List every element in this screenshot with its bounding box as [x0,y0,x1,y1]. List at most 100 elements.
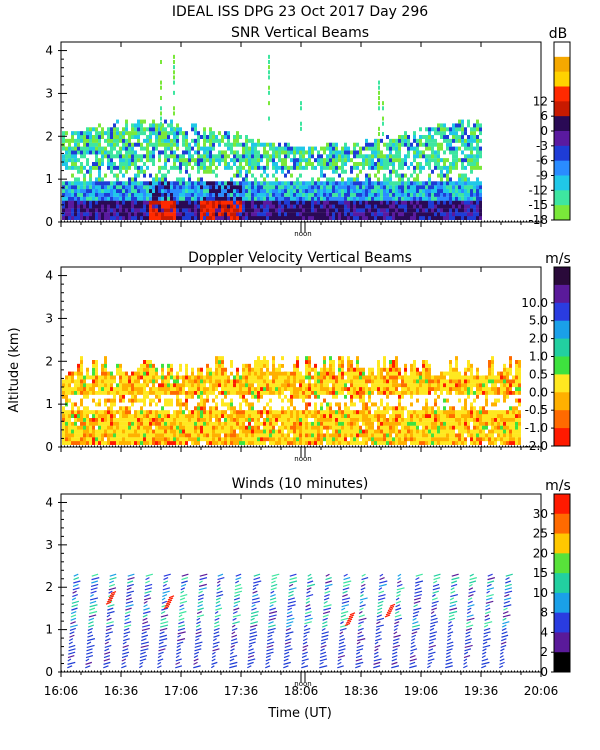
snr-cell [65,189,68,193]
doppler-cell [74,406,77,411]
snr-cell [268,65,270,70]
doppler-cell [389,437,392,442]
snr-cell [464,204,467,209]
snr-cell [443,135,446,139]
snr-cell [365,204,368,209]
doppler-cell [266,433,269,438]
snr-cell [110,196,113,201]
snr-cell [173,208,176,213]
doppler-cell [152,414,155,418]
snr-cell [455,131,458,136]
doppler-cell [215,406,218,411]
doppler-cell [425,429,428,434]
snr-cell [479,192,482,197]
snr-cell [158,192,161,197]
snr-cell [260,216,263,220]
doppler-cell [371,437,374,442]
snr-cell [143,169,146,174]
snr-cell [101,146,104,151]
snr-cell [464,131,467,136]
doppler-cell [404,410,407,415]
snr-cell [374,181,377,186]
doppler-cell [266,387,269,391]
snr-cell [137,204,140,209]
doppler-cell [254,425,257,430]
snr-cell [137,185,140,190]
doppler-cell [335,417,338,422]
snr-cell [479,196,482,201]
doppler-cell [122,390,125,395]
snr-cell [320,158,323,163]
snr-cell [368,142,371,147]
snr-cell [452,150,455,155]
snr-cell [386,196,389,201]
doppler-cell [167,383,170,388]
snr-cell [440,158,443,163]
doppler-cell [98,414,101,418]
doppler-cell [197,414,200,418]
doppler-cell [155,367,158,372]
snr-cell [452,158,455,163]
snr-cell [257,200,260,205]
doppler-cell [176,379,179,384]
doppler-cell [227,402,230,407]
doppler-cell [173,375,176,380]
doppler-cell [161,387,164,391]
doppler-cell [164,414,167,418]
snr-cell [320,189,323,193]
doppler-cell [170,363,173,368]
snr-cell [413,204,416,209]
snr-cell [473,127,476,132]
doppler-cell [344,379,347,384]
doppler-cell [395,390,398,395]
doppler-cell [239,379,242,384]
snr-cell [101,189,104,193]
snr-cell [167,212,170,217]
snr-cell [134,150,137,155]
doppler-cell [308,371,311,376]
doppler-cell [146,433,149,438]
doppler-cell [185,383,188,388]
doppler-cell [377,371,380,376]
snr-cell [107,135,110,139]
doppler-cell [131,390,134,395]
doppler-cell [335,390,338,395]
doppler-cell [371,367,374,372]
snr-cell [455,150,458,155]
doppler-cell [194,383,197,388]
snr-cell [377,212,380,217]
snr-cell [353,192,356,197]
doppler-cell [140,406,143,411]
snr-cell [122,135,125,139]
snr-cell [134,200,137,205]
doppler-cell [200,398,203,403]
doppler-cell [278,406,281,411]
doppler-cell [278,429,281,434]
snr-cell [179,185,182,190]
snr-cell [356,181,359,186]
snr-cell [335,165,338,170]
doppler-cell [350,383,353,388]
doppler-cell [401,394,404,399]
snr-cell [431,150,434,155]
snr-cell [440,146,443,151]
doppler-cell [164,410,167,415]
snr-cell [296,216,299,220]
snr-cell [473,200,476,205]
snr-cell [377,165,380,170]
doppler-cell [422,421,425,426]
doppler-cell [398,367,401,372]
snr-cell [476,204,479,209]
snr-cell [140,158,143,163]
snr-cell [236,142,239,147]
doppler-cell [311,375,314,380]
doppler-cell [410,410,413,415]
doppler-cell [260,390,263,395]
snr-cell [209,192,212,197]
doppler-cell [278,375,281,380]
doppler-cell [245,375,248,380]
snr-cell [275,185,278,190]
doppler-cell [266,414,269,418]
doppler-cell [221,375,224,380]
doppler-cell [152,417,155,422]
